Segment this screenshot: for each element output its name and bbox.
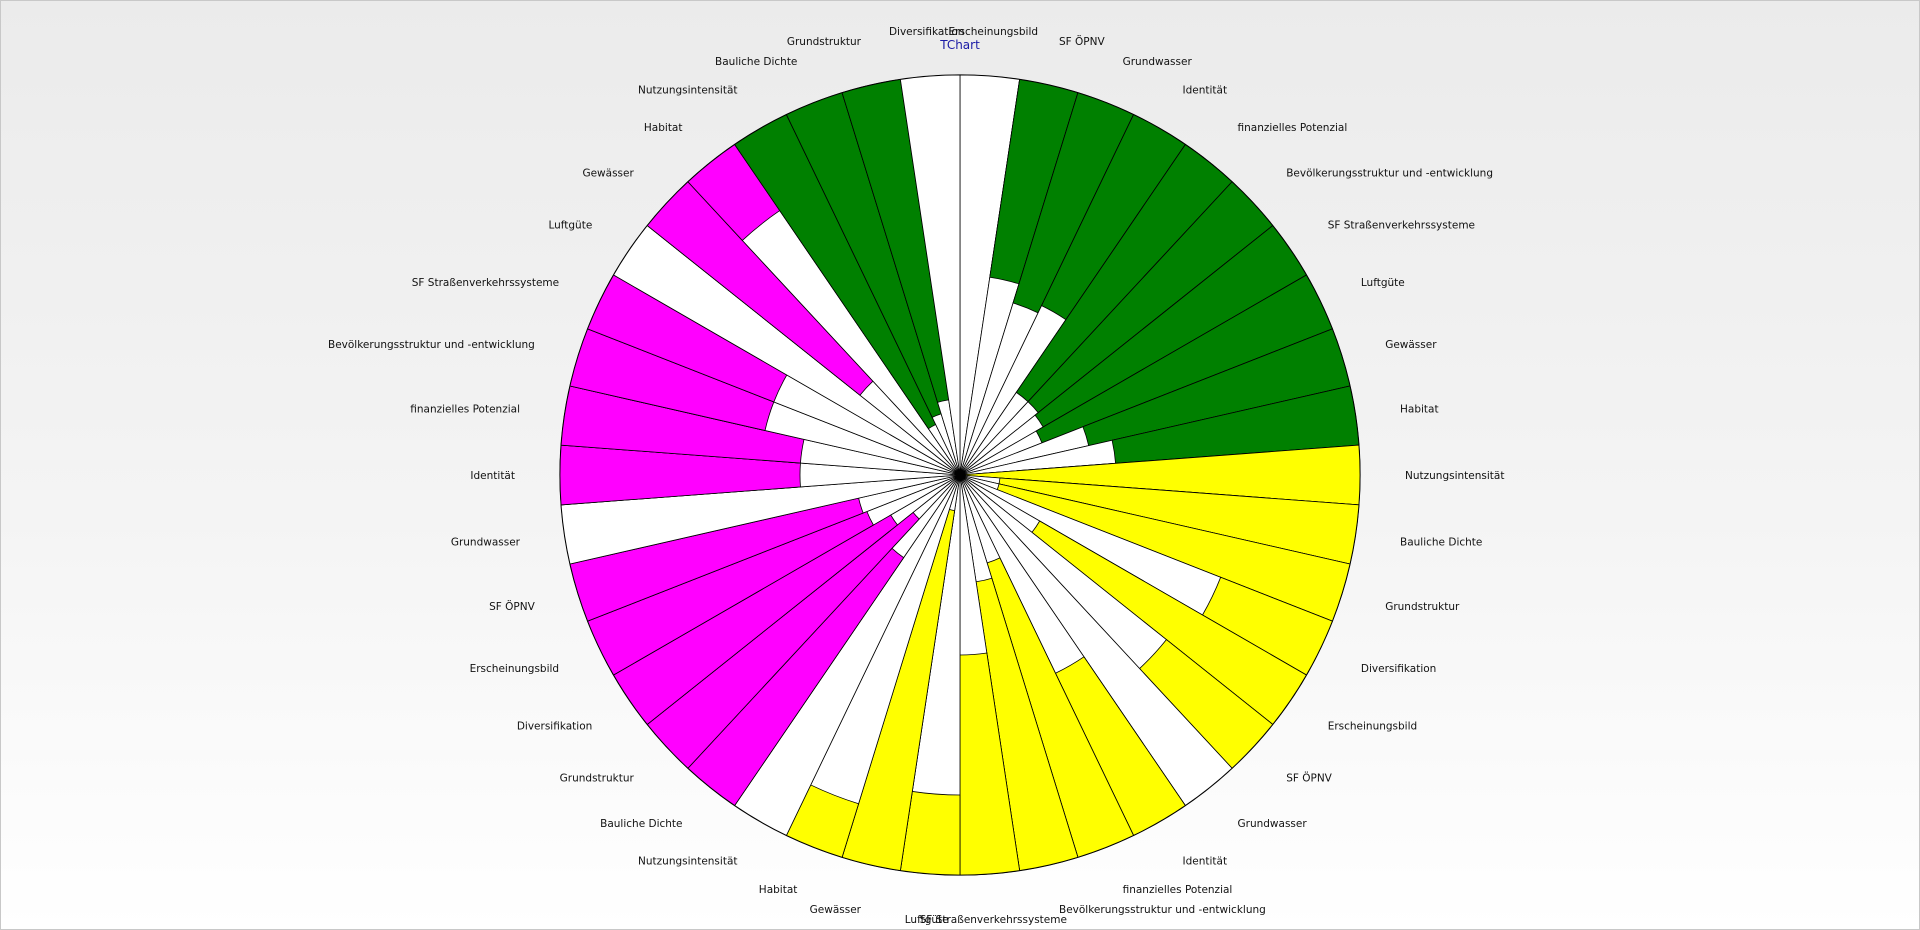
category-label: Habitat bbox=[644, 122, 683, 134]
category-label: Bevölkerungsstruktur und -entwicklung bbox=[1286, 167, 1493, 179]
category-label: finanzielles Potenzial bbox=[410, 404, 520, 416]
category-label-group: Erscheinungsbild SF ÖPNV Grundwasser Identi… bbox=[328, 26, 1504, 926]
category-label: SF ÖPNV bbox=[1286, 772, 1332, 785]
category-label: Bauliche Dichte bbox=[1400, 536, 1482, 548]
category-label: SF Straßenverkehrssysteme bbox=[920, 914, 1067, 926]
category-label: Erscheinungsbild bbox=[949, 26, 1039, 38]
category-label: Gewässer bbox=[810, 904, 862, 916]
category-label: Nutzungsintensität bbox=[638, 85, 737, 97]
category-label: Erscheinungsbild bbox=[470, 663, 560, 675]
category-label: Nutzungsintensität bbox=[1405, 470, 1504, 482]
category-label: Identität bbox=[1183, 855, 1228, 867]
category-label: Bauliche Dichte bbox=[600, 818, 682, 830]
category-label: Grundstruktur bbox=[1385, 601, 1460, 613]
category-label: Gewässer bbox=[582, 167, 634, 179]
category-label: Grundwasser bbox=[1123, 56, 1193, 68]
category-label: Bevölkerungsstruktur und -entwicklung bbox=[1059, 904, 1266, 916]
category-label: Luftgüte bbox=[1361, 277, 1405, 289]
category-label: Identität bbox=[1183, 85, 1228, 97]
category-label: Habitat bbox=[1400, 404, 1439, 416]
category-label: Erscheinungsbild bbox=[1328, 721, 1418, 733]
category-label: Grundwasser bbox=[1238, 818, 1308, 830]
chart-title: TChart bbox=[939, 38, 980, 52]
category-label: Grundstruktur bbox=[560, 773, 635, 785]
category-label: finanzielles Potenzial bbox=[1123, 884, 1233, 896]
category-label: Nutzungsintensität bbox=[638, 855, 737, 867]
category-label: Diversifikation bbox=[889, 26, 964, 38]
category-label: Gewässer bbox=[1385, 339, 1437, 351]
sector-group bbox=[559, 74, 1361, 876]
category-label: Diversifikation bbox=[517, 721, 592, 733]
category-label: SF Straßenverkehrssysteme bbox=[1328, 219, 1475, 231]
category-label: Grundstruktur bbox=[787, 36, 862, 48]
sector-frame bbox=[899, 74, 961, 476]
category-label: SF Straßenverkehrssysteme bbox=[412, 277, 559, 289]
category-label: finanzielles Potenzial bbox=[1238, 122, 1348, 134]
category-label: Bevölkerungsstruktur und -entwicklung bbox=[328, 339, 535, 351]
category-label: Identität bbox=[470, 470, 515, 482]
category-label: Luftgüte bbox=[548, 219, 592, 231]
category-label: Luftgüte bbox=[905, 914, 949, 926]
category-label: SF ÖPNV bbox=[489, 600, 535, 613]
center-hub bbox=[956, 471, 964, 479]
category-label: Bauliche Dichte bbox=[715, 56, 797, 68]
category-label: Diversifikation bbox=[1361, 663, 1436, 675]
category-label: SF ÖPNV bbox=[1059, 35, 1105, 48]
category-label: Grundwasser bbox=[451, 536, 521, 548]
category-label: Habitat bbox=[759, 884, 798, 896]
